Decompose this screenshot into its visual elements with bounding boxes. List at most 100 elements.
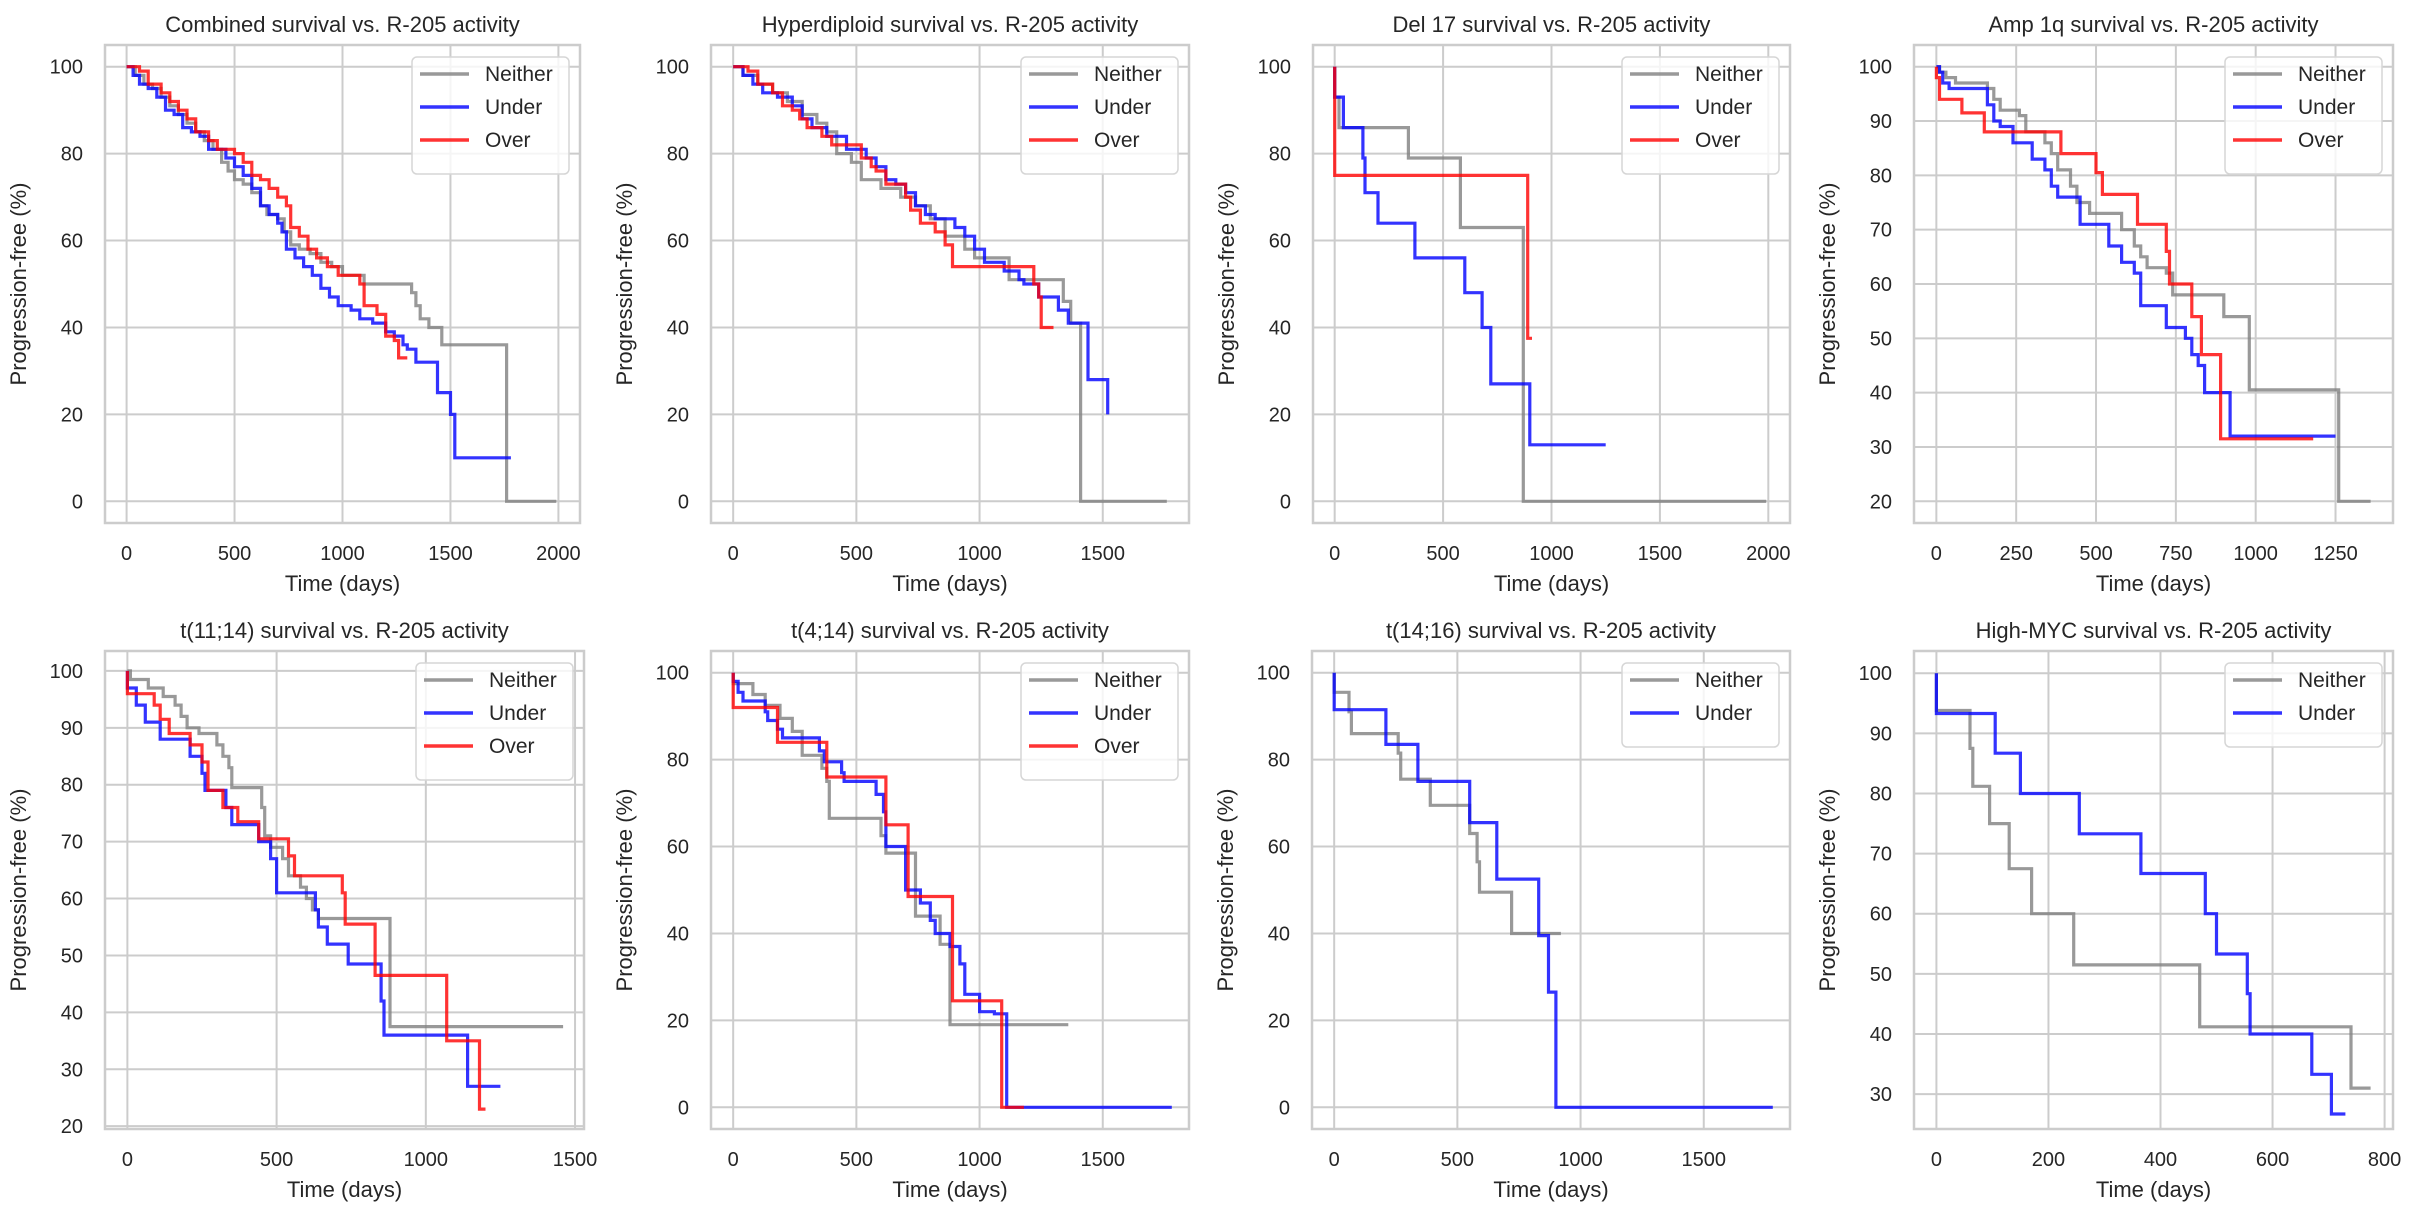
y-tick-label: 60 [667, 837, 689, 859]
series-line-over [1333, 66, 1532, 340]
chart-panel-8: 0 200 400 600 800 30 40 50 60 70 80 90 100 High-MYC s… [1815, 618, 2401, 1202]
y-tick-label: 0 [678, 491, 689, 513]
y-axis-label: Progression-free (%) [6, 789, 31, 992]
x-tick-label: 250 [1999, 543, 2032, 565]
y-tick-label: 40 [1268, 923, 1290, 945]
legend-label: Under [485, 96, 542, 119]
y-axis-label: Progression-free (%) [612, 183, 637, 386]
y-tick-label: 60 [61, 889, 83, 911]
x-tick-label: 1000 [1529, 543, 1574, 565]
y-tick-label: 90 [61, 718, 83, 740]
y-tick-label: 50 [1870, 328, 1892, 350]
legend-label: Under [2298, 702, 2355, 725]
x-tick-label: 0 [1931, 1149, 1942, 1171]
y-tick-label: 60 [1268, 837, 1290, 859]
axes-frame [1310, 649, 1792, 1131]
y-axis-label: Progression-free (%) [1815, 789, 1840, 992]
y-tick-label: 80 [667, 750, 689, 772]
axes-frame [1912, 649, 2395, 1131]
y-tick-label: 40 [1870, 1024, 1892, 1046]
chart-panel-7: 0 500 1000 1500 0 20 40 60 80 100 t(14;16) surviva… [1213, 618, 1792, 1202]
series-line-over [125, 670, 486, 1111]
chart-title: Hyperdiploid survival vs. R-205 activity [762, 12, 1139, 37]
series-line-neither [1936, 65, 2371, 503]
y-tick-label: 0 [1280, 491, 1291, 513]
y-tick-label: 100 [1859, 663, 1892, 685]
chart-panel-6: 0 500 1000 1500 0 20 40 60 80 100 t(4;14) survival… [612, 618, 1191, 1202]
legend: Neither Under Over [1020, 662, 1179, 781]
series-line-under [126, 65, 511, 460]
series-line-over [731, 672, 1024, 1109]
chart-title: t(4;14) survival vs. R-205 activity [791, 618, 1109, 643]
legend: Neither Under Over [411, 56, 570, 175]
y-tick-label: 20 [667, 404, 689, 426]
legend-label: Over [489, 735, 535, 758]
legend: Neither Under [1621, 662, 1780, 748]
chart-panel-4: 0 250 500 750 1000 1250 20 30 40 50 60 70 80 90 100 Amp… [1815, 12, 2395, 596]
y-tick-label: 30 [1870, 437, 1892, 459]
series-line-over [1934, 66, 2314, 441]
axes-frame [103, 43, 582, 525]
y-tick-label: 0 [678, 1097, 689, 1119]
x-tick-label: 2000 [1746, 543, 1791, 565]
legend-label: Over [1094, 129, 1140, 152]
y-tick-label: 80 [1870, 783, 1892, 805]
y-tick-label: 30 [1870, 1084, 1892, 1106]
y-tick-label: 60 [1870, 274, 1892, 296]
y-tick-label: 20 [61, 404, 83, 426]
x-tick-label: 800 [2368, 1149, 2401, 1171]
y-tick-label: 100 [50, 661, 83, 683]
y-tick-label: 40 [667, 923, 689, 945]
y-tick-label: 20 [61, 1116, 83, 1138]
series-line-under [1934, 673, 2346, 1116]
x-axis-label: Time (days) [2096, 571, 2211, 596]
y-tick-label: 40 [61, 317, 83, 339]
x-tick-label: 500 [840, 543, 873, 565]
x-tick-label: 1250 [2313, 543, 2358, 565]
y-tick-label: 90 [1870, 723, 1892, 745]
y-tick-label: 80 [1870, 165, 1892, 187]
chart-panel-1: 0 500 1000 1500 2000 0 20 40 60 80 100 Combined sur… [6, 12, 582, 596]
x-tick-label: 500 [2079, 543, 2112, 565]
y-tick-label: 70 [61, 832, 83, 854]
y-tick-label: 80 [1268, 750, 1290, 772]
y-tick-label: 70 [1870, 844, 1892, 866]
legend-label: Neither [489, 669, 557, 692]
x-tick-label: 500 [218, 543, 251, 565]
x-tick-label: 1500 [1081, 1149, 1126, 1171]
series-line-neither [1332, 672, 1561, 936]
y-tick-label: 60 [667, 231, 689, 253]
legend-label: Over [1695, 129, 1741, 152]
legend-box [2224, 662, 2383, 748]
legend-label: Under [1094, 96, 1151, 119]
legend-label: Under [2298, 96, 2355, 119]
y-tick-label: 60 [61, 231, 83, 253]
axes-frame [1311, 43, 1792, 525]
legend-box [411, 56, 570, 175]
x-axis-label: Time (days) [285, 571, 400, 596]
series-line-neither [1934, 673, 2371, 1090]
legend-label: Under [1695, 702, 1752, 725]
x-tick-label: 1500 [1638, 543, 1683, 565]
series-line-neither [127, 669, 564, 1029]
legend-label: Over [485, 129, 531, 152]
y-tick-label: 20 [667, 1010, 689, 1032]
chart-title: t(11;14) survival vs. R-205 activity [180, 618, 508, 643]
series-line-under [1936, 65, 2336, 438]
legend-box [1020, 662, 1179, 781]
legend-label: Neither [1695, 669, 1763, 692]
chart-title: Del 17 survival vs. R-205 activity [1393, 12, 1711, 37]
x-tick-label: 1000 [2233, 543, 2278, 565]
y-axis-label: Progression-free (%) [1213, 789, 1238, 992]
x-tick-label: 1000 [404, 1149, 449, 1171]
y-tick-label: 80 [1269, 144, 1291, 166]
legend-box [1621, 662, 1780, 748]
x-tick-label: 0 [728, 1149, 739, 1171]
y-tick-label: 20 [1870, 491, 1892, 513]
legend-label: Under [1094, 702, 1151, 725]
x-tick-label: 1000 [320, 543, 365, 565]
y-tick-label: 100 [656, 663, 689, 685]
legend-label: Neither [2298, 669, 2366, 692]
y-tick-label: 70 [1870, 220, 1892, 242]
x-tick-label: 1500 [428, 543, 473, 565]
